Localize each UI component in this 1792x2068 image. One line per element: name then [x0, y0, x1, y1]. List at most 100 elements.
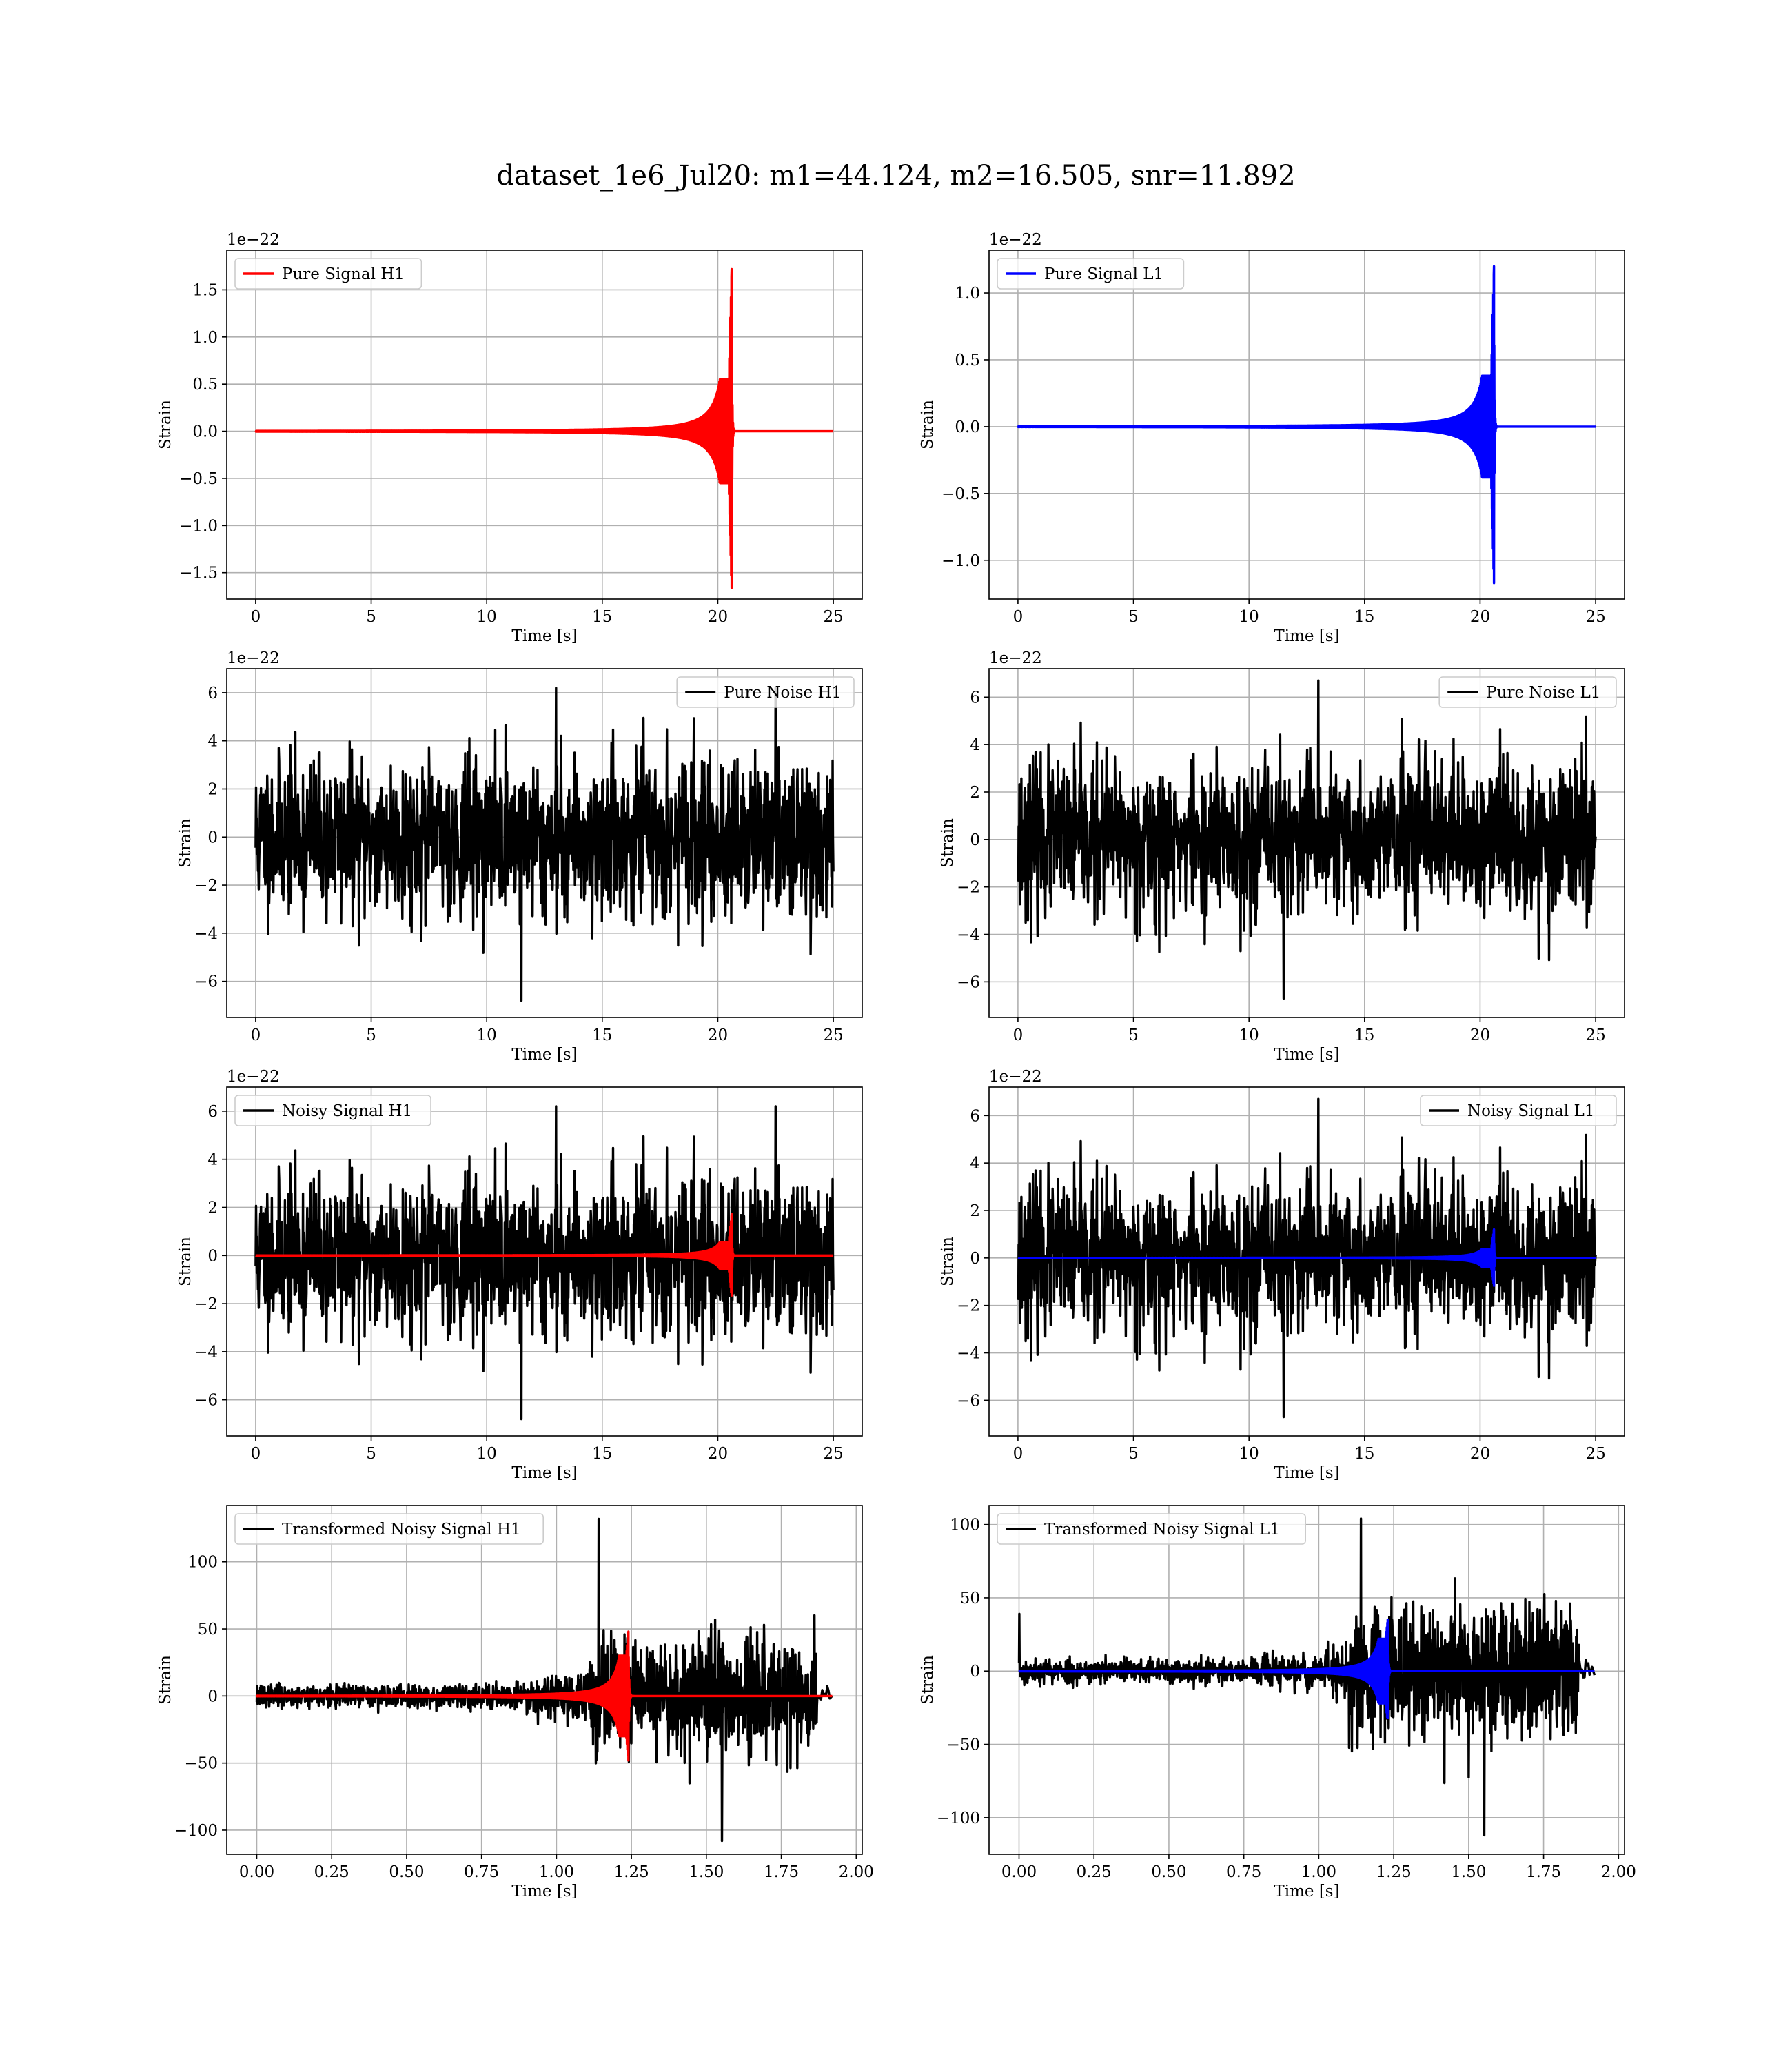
data-lines	[1017, 1097, 1597, 1419]
subplot-noisy-signal-h1: 0 5 10 15 20 25 −6 −4 −2 0 2 4 6 1e−22 Time [s] Strain N…	[176, 1068, 863, 1482]
axes-frame	[226, 250, 863, 600]
y-tick-label: −2	[194, 1295, 218, 1313]
y-offset-text: 1e−22	[227, 1068, 280, 1086]
y-tick-label: −6	[957, 973, 980, 991]
x-tick-label: 2.00	[1601, 1863, 1636, 1881]
x-tick-label: 5	[366, 608, 376, 626]
y-axis-label: Strain	[919, 1655, 937, 1705]
x-tick-label: 15	[592, 1026, 612, 1044]
x-tick-label: 20	[1470, 1026, 1490, 1044]
y-offset-text: 1e−22	[989, 1068, 1042, 1086]
y-tick-label: 0	[970, 1250, 980, 1268]
y-tick-label: 0	[207, 1687, 218, 1705]
y-tick-label: 4	[207, 1151, 218, 1169]
data-lines	[1017, 1517, 1596, 1837]
series-line-noise-0	[254, 687, 835, 1002]
y-tick-label: 0.5	[192, 376, 218, 394]
series-line-chirp-1	[256, 1630, 833, 1762]
subplot-noisy-signal-l1: 0 5 10 15 20 25 −6 −4 −2 0 2 4 6 1e−22 Time [s] Strain N…	[939, 1068, 1625, 1482]
legend-label: Pure Noise L1	[1486, 684, 1600, 702]
x-tick-label: 10	[477, 1026, 497, 1044]
y-axis-label: Strain	[176, 1237, 194, 1286]
axes-frame	[988, 250, 1625, 600]
series-line-chirp-1	[1018, 1619, 1596, 1719]
x-tick-label: 20	[708, 608, 728, 626]
y-offset-text: 1e−22	[227, 649, 280, 667]
axes-frame	[226, 1505, 863, 1855]
y-tick-label: −2	[957, 879, 980, 897]
x-tick-label: 5	[1128, 1445, 1139, 1463]
legend-label: Pure Noise H1	[724, 684, 842, 702]
legend-box	[234, 258, 422, 290]
legend-box	[234, 1095, 431, 1126]
y-tick-label: 2	[970, 1202, 980, 1220]
x-tick-label: 25	[1585, 1445, 1605, 1463]
y-offset-text: 1e−22	[989, 649, 1042, 667]
series-line-chirp-0	[1017, 265, 1597, 585]
legend-box	[1438, 676, 1617, 708]
x-tick-label: 15	[1354, 1445, 1374, 1463]
y-tick-label: 6	[970, 689, 980, 707]
series-line-chirp-1	[1017, 1228, 1597, 1287]
legend-box	[676, 676, 855, 708]
x-tick-label: 0.00	[239, 1863, 274, 1881]
axes-frame	[988, 1086, 1625, 1437]
subplot-pure-signal-h1: 0 5 10 15 20 25 −1.5 −1.0 −0.5 0.0 0.5 1.0 1.5 1e−22 T…	[156, 231, 863, 645]
x-tick-label: 0	[1013, 1445, 1024, 1463]
x-tick-label: 0.75	[1226, 1863, 1261, 1881]
ticks: 0 5 10 15 20 25 −1.0 −0.5 0.0 0.5 1.0	[941, 285, 1606, 626]
x-tick-label: 0.50	[1151, 1863, 1186, 1881]
y-tick-label: 0.5	[955, 352, 980, 369]
x-tick-label: 5	[1128, 608, 1139, 626]
y-tick-label: −2	[194, 877, 218, 895]
figure-title: dataset_1e6_Jul20: m1=44.124, m2=16.505,…	[496, 160, 1295, 192]
x-tick-label: 10	[477, 1445, 497, 1463]
data-lines	[254, 1105, 835, 1421]
y-tick-label: 100	[950, 1517, 980, 1534]
x-tick-label: 15	[592, 608, 612, 626]
y-tick-label: 50	[198, 1621, 218, 1639]
x-tick-label: 0.00	[1001, 1863, 1037, 1881]
x-tick-label: 1.75	[1526, 1863, 1561, 1881]
y-tick-label: 50	[960, 1590, 980, 1608]
ticks: 0.00 0.25 0.50 0.75 1.00 1.25 1.50 1.75 2.00 −100…	[937, 1517, 1636, 1881]
x-tick-label: 25	[823, 1445, 843, 1463]
x-tick-label: 25	[1585, 1026, 1605, 1044]
y-offset-text: 1e−22	[989, 231, 1042, 249]
legend: Transformed Noisy Signal L1	[997, 1513, 1307, 1545]
x-tick-label: 25	[823, 608, 843, 626]
data-lines	[1017, 679, 1597, 1000]
data-lines	[254, 267, 835, 589]
legend: Noisy Signal L1	[1420, 1095, 1617, 1126]
y-axis-label: Strain	[156, 400, 174, 449]
series-line-noise-0	[1017, 1097, 1597, 1419]
x-tick-label: 5	[366, 1445, 376, 1463]
y-tick-label: 1.0	[955, 285, 980, 303]
y-tick-label: 6	[970, 1107, 980, 1125]
y-tick-label: −6	[194, 973, 218, 991]
y-axis-label: Strain	[176, 818, 194, 868]
legend: Pure Noise L1	[1438, 676, 1617, 708]
x-tick-label: 20	[708, 1445, 728, 1463]
x-tick-label: 1.50	[1451, 1863, 1486, 1881]
x-tick-label: 10	[477, 608, 497, 626]
series-line-noise-0	[1017, 679, 1597, 1000]
legend: Transformed Noisy Signal H1	[234, 1513, 544, 1545]
x-tick-label: 0.25	[1077, 1863, 1112, 1881]
axes-frame	[226, 668, 863, 1018]
x-tick-label: 1.50	[689, 1863, 724, 1881]
legend-label: Pure Signal H1	[282, 265, 405, 283]
data-lines	[1017, 265, 1597, 585]
y-tick-label: −0.5	[941, 485, 980, 503]
x-tick-label: 0	[251, 1445, 261, 1463]
x-tick-label: 1.25	[614, 1863, 649, 1881]
x-tick-label: 0.75	[464, 1863, 499, 1881]
x-tick-label: 25	[823, 1026, 843, 1044]
subplot-grid: 0 5 10 15 20 25−1.5−1.0−0.50.00.51.01.51e−22T…	[156, 231, 1636, 1900]
legend-label: Noisy Signal L1	[1467, 1102, 1594, 1120]
grid	[989, 250, 1625, 599]
ticks: 0.00 0.25 0.50 0.75 1.00 1.25 1.50 1.75 2.00 −100…	[174, 1554, 874, 1881]
x-axis-label: Time [s]	[1274, 1464, 1339, 1482]
y-tick-label: −2	[957, 1297, 980, 1315]
